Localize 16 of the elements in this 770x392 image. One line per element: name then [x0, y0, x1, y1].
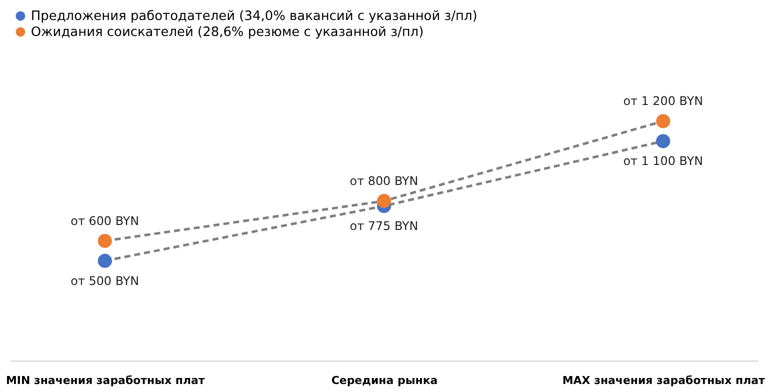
point [656, 134, 670, 148]
data-label: от 1 100 BYN [623, 154, 704, 168]
data-label: от 600 BYN [70, 214, 140, 228]
x-tick-label: MAX значения заработных плат [562, 374, 766, 388]
legend-label: Предложения работодателей (34,0% вакансий с указанной з/пл) [30, 8, 478, 24]
point [656, 114, 670, 128]
legend-label: Ожидания соискателей (28,6% резюме с указанной з/пл) [30, 24, 424, 40]
x-tick-label: Середина рынка [331, 374, 438, 388]
x-tick-label: MIN значения заработных плат [6, 374, 206, 388]
data-label: от 1 200 BYN [623, 94, 704, 108]
point [98, 254, 112, 268]
point [376, 194, 392, 208]
data-label: от 775 BYN [350, 218, 418, 233]
point [98, 234, 112, 248]
data-label: от 500 BYN [70, 274, 140, 288]
data-label: от 800 BYN [350, 174, 418, 188]
